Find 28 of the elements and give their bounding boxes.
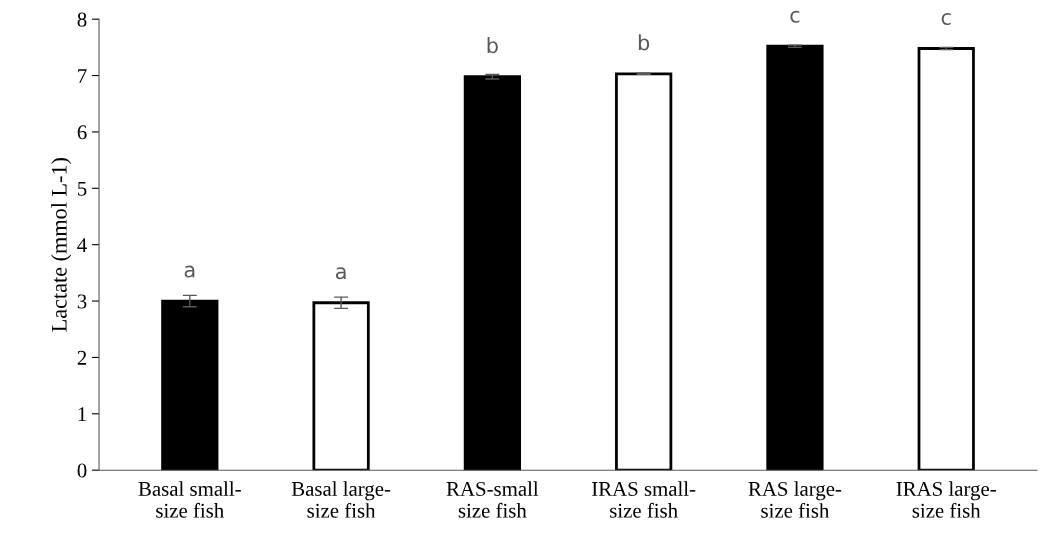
annotation: b	[487, 37, 498, 54]
annotation: c	[790, 10, 800, 23]
y-tick-label: 2	[77, 350, 87, 365]
x-tick-label: RAS-small size fish	[446, 481, 539, 518]
bar	[766, 44, 824, 471]
bar	[917, 47, 975, 471]
x-tick-label: RAS large- size fish	[748, 481, 842, 518]
x-tick-label: IRAS small- size fish	[592, 481, 696, 518]
y-tick-label: 1	[78, 407, 86, 422]
annotation: b	[638, 34, 650, 51]
annotation: a	[335, 267, 346, 280]
y-tick-label: 4	[77, 238, 87, 252]
bar	[161, 299, 219, 471]
y-axis-title: Lactate (mmol L-1)	[51, 158, 72, 332]
y-tick-label: 3	[77, 294, 87, 309]
bar	[615, 72, 673, 471]
bar	[312, 301, 370, 471]
x-tick-label: Basal small- size fish	[138, 481, 241, 518]
y-tick-label: 7	[78, 69, 87, 83]
y-tick-label: 5	[78, 181, 87, 196]
y-tick-label: 8	[77, 12, 87, 27]
annotation: c	[941, 13, 951, 26]
bar	[463, 75, 521, 471]
x-tick-label: Basal large- size fish	[291, 481, 391, 518]
annotation: a	[184, 265, 195, 278]
x-tick-label: IRAS large- size fish	[896, 481, 996, 518]
y-tick-label: 6	[77, 125, 87, 140]
y-tick-label: 0	[77, 463, 87, 478]
